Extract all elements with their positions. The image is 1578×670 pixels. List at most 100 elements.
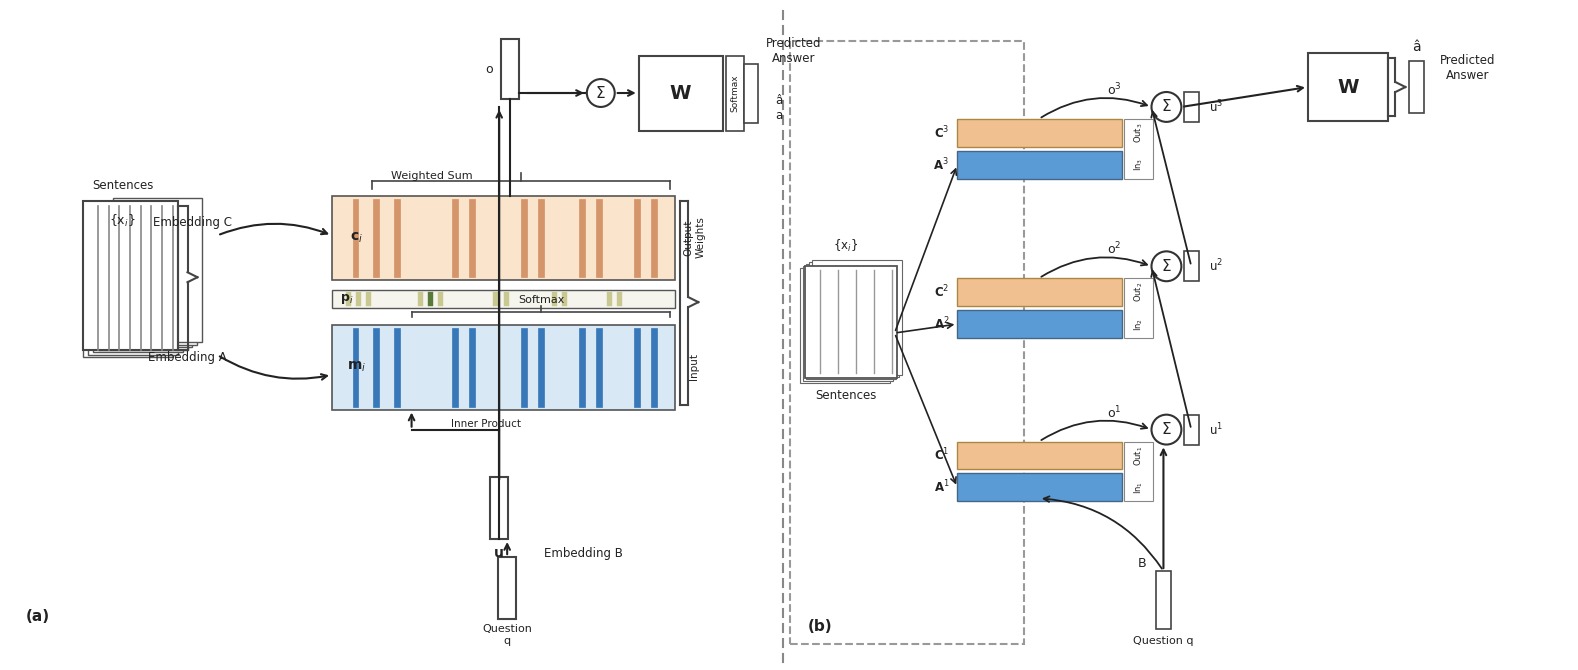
Bar [1185,251,1199,281]
Text: c$_i$: c$_i$ [350,230,363,245]
Bar [112,198,202,342]
Text: Inner Product: Inner Product [451,419,521,429]
Bar [84,200,178,350]
Bar [453,198,458,277]
Text: o: o [486,62,492,76]
Text: In$_1$: In$_1$ [1133,481,1144,494]
Text: Out$_1$: Out$_1$ [1133,446,1144,466]
Text: In$_3$: In$_3$ [1133,158,1144,172]
Bar [958,151,1122,179]
Bar [958,119,1122,147]
Bar [552,292,557,306]
Bar [346,292,350,306]
Text: (a): (a) [27,609,50,624]
Bar [745,64,757,123]
Circle shape [587,79,615,107]
Text: â: â [1412,40,1420,54]
Bar [562,292,567,306]
Text: Softmax: Softmax [731,74,740,112]
Bar [800,268,890,383]
Text: Embedding B: Embedding B [544,547,623,559]
Bar [538,328,544,407]
Bar [521,328,527,407]
Text: o$^3$: o$^3$ [1108,82,1122,98]
Text: m$_i$: m$_i$ [347,360,366,374]
Text: C$^2$: C$^2$ [934,284,948,300]
Bar [418,292,423,306]
Bar [394,198,399,277]
Bar [958,474,1122,501]
Bar [491,478,508,539]
Text: Sentences: Sentences [816,389,876,402]
Text: (b): (b) [808,619,832,634]
Text: Embedding C: Embedding C [153,216,232,229]
Bar [98,206,188,350]
Bar [366,292,371,306]
Circle shape [1152,415,1182,444]
Bar [1409,61,1425,113]
Text: Output
Weights: Output Weights [683,216,705,259]
Bar [469,198,475,277]
Bar [372,198,379,277]
Bar [1124,119,1154,179]
Bar [1185,92,1199,122]
Bar [331,290,675,308]
Text: W: W [669,84,691,103]
Bar [652,198,658,277]
Bar [372,328,379,407]
Text: Out$_3$: Out$_3$ [1133,123,1144,143]
Text: Σ: Σ [1161,259,1171,274]
Bar [958,442,1122,470]
Bar [502,40,519,99]
Text: u$^1$: u$^1$ [1209,421,1223,438]
Bar [352,198,358,277]
Bar [579,198,585,277]
Text: â
a: â a [775,94,783,122]
Bar [1157,571,1171,628]
Bar [521,198,527,277]
Text: {x$_i$}: {x$_i$} [109,212,136,228]
Bar [958,278,1122,306]
Text: Question q: Question q [1133,636,1193,646]
Text: W: W [1337,78,1359,96]
Text: Σ: Σ [1161,422,1171,437]
Bar [596,328,603,407]
Text: Input: Input [690,353,699,381]
Bar [634,198,641,277]
Bar [806,264,896,379]
Text: p$_i$: p$_i$ [341,292,353,306]
Bar [499,557,516,619]
Text: Σ: Σ [596,86,606,100]
Text: o$^1$: o$^1$ [1108,405,1122,421]
Text: q: q [503,636,511,646]
Bar [1308,53,1387,121]
Bar [810,262,898,377]
Text: A$^2$: A$^2$ [934,316,950,332]
Text: Predicted
Answer: Predicted Answer [1439,54,1494,82]
Bar [453,328,458,407]
Bar [1124,278,1154,338]
Bar [617,292,622,306]
Text: {x$_i$}: {x$_i$} [833,239,858,255]
Bar [352,328,358,407]
Text: u$^2$: u$^2$ [1209,258,1223,275]
Bar [596,198,603,277]
Text: C$^1$: C$^1$ [934,447,948,464]
Bar [439,292,443,306]
Text: Question: Question [483,624,532,634]
Bar [394,328,399,407]
Bar [579,328,585,407]
Bar [813,261,901,375]
Text: Softmax: Softmax [518,295,565,305]
Bar [634,328,641,407]
Bar [639,56,723,131]
Bar [494,292,499,306]
Bar [538,198,544,277]
Bar [958,310,1122,338]
Text: A$^3$: A$^3$ [934,156,950,173]
Text: Out$_2$: Out$_2$ [1133,282,1144,302]
Bar [88,210,178,355]
Bar [1185,415,1199,444]
Bar [1124,442,1154,501]
Bar [652,328,658,407]
